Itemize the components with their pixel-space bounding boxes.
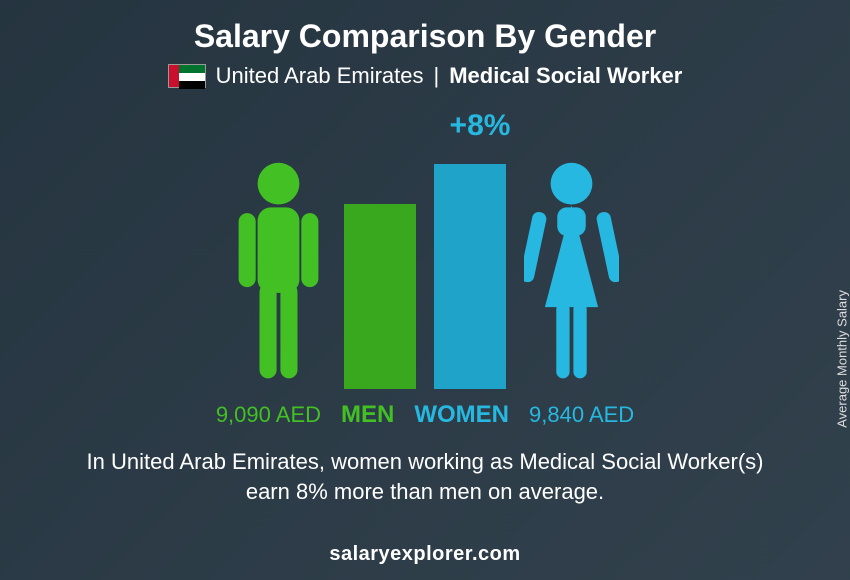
figures-row (231, 154, 619, 389)
uae-flag-icon (168, 64, 206, 88)
subtitle-row: United Arab Emirates | Medical Social Wo… (0, 63, 850, 89)
country-label: United Arab Emirates (216, 63, 424, 89)
percent-diff-label: +8% (450, 109, 511, 143)
separator: | (434, 63, 440, 89)
y-axis-label: Average Monthly Salary (835, 290, 850, 428)
occupation-label: Medical Social Worker (449, 63, 682, 89)
page-title: Salary Comparison By Gender (0, 0, 850, 55)
women-bar (434, 164, 506, 389)
men-label: MEN (341, 401, 394, 429)
male-figure-icon (231, 154, 326, 389)
footer-attribution: salaryexplorer.com (0, 543, 850, 566)
men-bar (344, 204, 416, 389)
women-value: 9,840 AED (529, 402, 634, 428)
women-label: WOMEN (414, 401, 509, 429)
female-figure-icon (524, 154, 619, 389)
men-value: 9,090 AED (216, 402, 321, 428)
description-text: In United Arab Emirates, women working a… (0, 429, 850, 506)
chart-area: +8% 9,090 AED MEN WOMEN 9,840 AE (0, 109, 850, 429)
labels-row: 9,090 AED MEN WOMEN 9,840 AED (216, 401, 634, 429)
